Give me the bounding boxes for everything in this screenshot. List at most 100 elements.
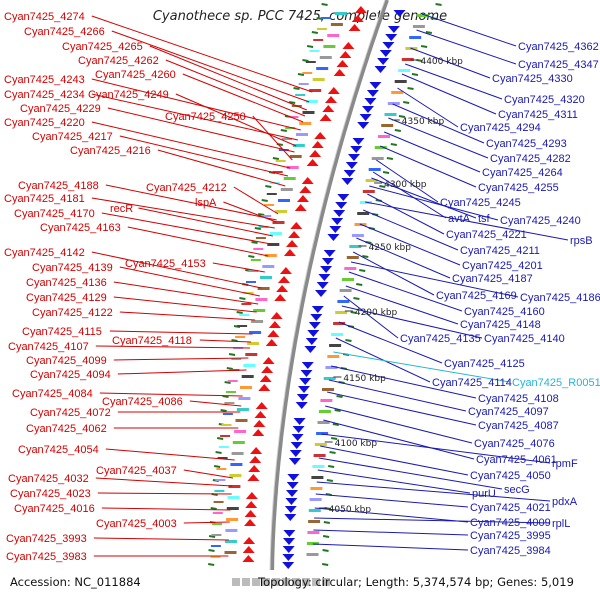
cog-box-inner (264, 204, 274, 206)
cog-box-inner (302, 72, 313, 74)
cog-box-outer (310, 487, 323, 490)
reverse-gene-arrow (252, 429, 265, 436)
forward-gene-arrow (387, 26, 400, 33)
forward-gene-arrow (308, 322, 321, 329)
gc-tick-outer (403, 101, 410, 104)
left-gene-label: Cyan7425_4260 (95, 69, 176, 81)
cog-box-outer (313, 454, 326, 457)
cog-box-inner (283, 177, 296, 180)
right-callout-line (384, 131, 481, 173)
cog-box-inner (309, 50, 320, 52)
forward-gene-arrow (374, 66, 387, 73)
left-gene-label: Cyan7425_4023 (10, 488, 91, 500)
cog-box-outer (409, 36, 422, 39)
gc-tick-outer (407, 87, 414, 90)
gc-tick-inner (226, 367, 233, 370)
kbp-tick-label: 4100 kbp (335, 439, 378, 449)
map-continuation-block (322, 578, 330, 586)
right-callout-line (363, 209, 459, 251)
kbp-tick-label: 4300 kbp (384, 180, 427, 190)
reverse-gene-arrow (261, 366, 274, 373)
gc-tick-inner (213, 465, 221, 468)
gc-tick-inner (261, 199, 268, 202)
right-gene-label: Cyan7425_4125 (444, 358, 525, 370)
forward-gene-arrow (290, 442, 303, 449)
gc-tick-outer (350, 311, 357, 314)
right-gene-label: Cyan7425_4061 (476, 454, 557, 466)
cog-box-inner (229, 474, 242, 477)
forward-gene-arrow (366, 90, 379, 97)
right-callout-line (405, 63, 503, 100)
cog-box-inner (222, 413, 233, 415)
right-callout-line (323, 419, 475, 460)
cog-box-outer (365, 179, 378, 182)
left-callout-line (212, 262, 265, 273)
left-callout-line (183, 521, 230, 524)
cog-box-inner (228, 485, 241, 488)
map-continuation-block (292, 578, 300, 586)
cog-box-inner (272, 221, 285, 224)
cog-box-inner (320, 17, 331, 19)
reverse-gene-arrow (262, 357, 275, 364)
map-continuation-block (312, 578, 320, 586)
forward-gene-arrow (291, 434, 304, 441)
left-callout-line (105, 184, 277, 221)
gc-tick-inner (280, 129, 287, 132)
reverse-gene-arrow (253, 420, 266, 427)
cog-box-inner (327, 34, 340, 37)
reverse-gene-arrow (283, 249, 296, 256)
gc-tick-outer (330, 437, 338, 440)
cog-box-outer (371, 157, 384, 160)
cog-box-outer (368, 168, 381, 171)
cog-box-inner (292, 144, 305, 147)
forward-gene-arrow (283, 538, 295, 545)
forward-gene-arrow (289, 450, 302, 457)
cog-box-inner (285, 127, 296, 129)
cog-box-inner (319, 56, 332, 59)
right-gene-label: Cyan7425_4187 (452, 273, 533, 285)
right-callout-line (350, 261, 519, 298)
left-gene-label: lspA (195, 197, 217, 209)
left-callout-line (252, 115, 293, 161)
forward-gene-arrow (307, 330, 320, 337)
kbp-tick-label: 4150 kbp (343, 374, 386, 384)
forward-gene-arrow (357, 122, 370, 129)
right-gene-label: secG (504, 484, 530, 496)
cog-box-outer (306, 553, 319, 556)
forward-gene-arrow (305, 338, 318, 345)
left-gene-label: Cyan7425_4212 (146, 182, 227, 194)
cog-box-inner (220, 435, 231, 437)
cog-box-outer (362, 190, 375, 193)
forward-gene-arrow (315, 290, 327, 297)
left-callout-line (117, 369, 247, 375)
gc-tick-inner (208, 549, 215, 552)
cog-box-inner (232, 441, 245, 444)
gc-tick-inner (321, 3, 328, 6)
left-gene-label: Cyan7425_4216 (70, 145, 151, 157)
left-gene-label: Cyan7425_4129 (26, 292, 107, 304)
right-gene-label: Cyan7425_4362 (518, 41, 599, 53)
gc-tick-inner (208, 535, 216, 538)
cog-box-outer (322, 388, 334, 391)
topology-text: Topology: circular; Length: 5,374,574 bp… (258, 575, 574, 589)
forward-gene-arrow (321, 258, 334, 265)
cog-box-inner (257, 287, 270, 290)
reverse-gene-arrow (279, 267, 292, 274)
reverse-gene-arrow (301, 177, 314, 184)
forward-gene-arrow (300, 370, 313, 377)
left-gene-label: Cyan7425_4054 (18, 444, 99, 456)
right-gene-label: Cyan7425_4240 (500, 215, 581, 227)
right-gene-label: Cyan7425_4108 (478, 393, 559, 405)
left-gene-label: Cyan7425_4142 (4, 247, 85, 259)
forward-gene-arrow (283, 530, 296, 537)
right-callout-line (318, 457, 503, 490)
forward-gene-arrow (304, 346, 317, 353)
cog-box-inner (266, 193, 277, 195)
left-callout-line (157, 149, 286, 187)
right-callout-line (371, 177, 477, 219)
reverse-gene-arrow (259, 375, 272, 382)
left-callout-line (183, 469, 234, 479)
gc-tick-outer (435, 3, 442, 6)
kbp-tick-label: 4400 kbp (420, 57, 463, 67)
right-gene-label: Cyan7425_4245 (440, 197, 521, 209)
